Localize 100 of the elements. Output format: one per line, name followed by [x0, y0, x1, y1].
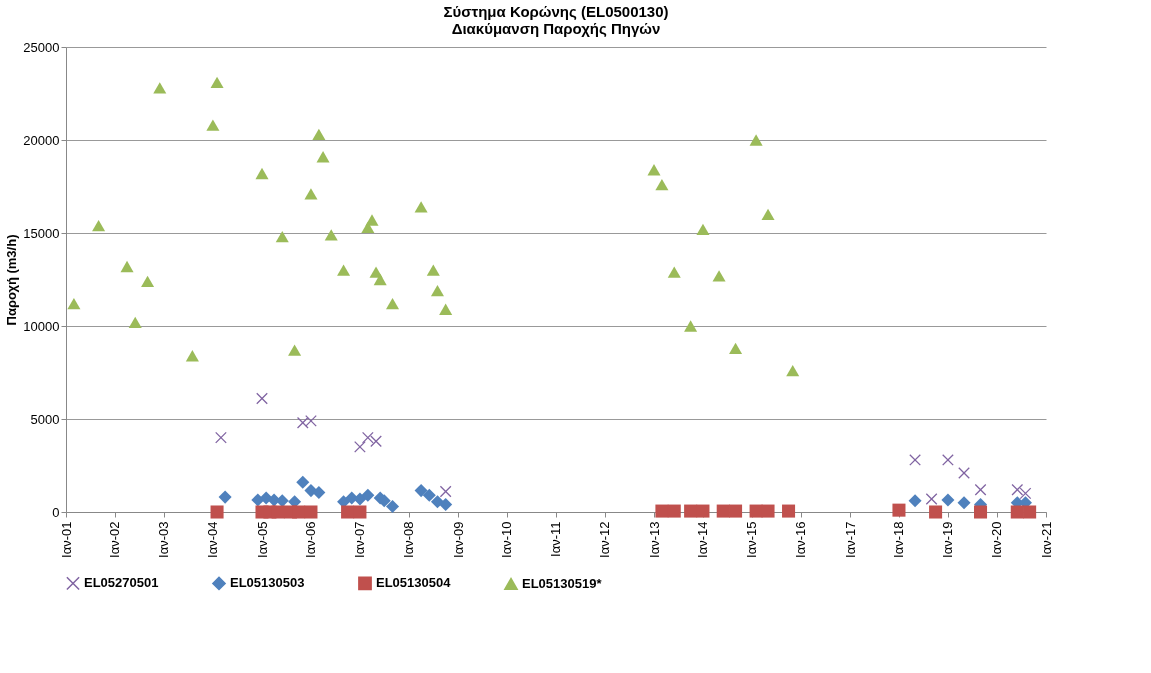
x-tick-label: Ιαν-01	[58, 521, 74, 558]
point	[430, 495, 444, 509]
chart-title: Σύστημα Κορώνης (EL0500130) Διακύμανση Παροχής Πηγών	[443, 3, 669, 37]
point	[386, 499, 400, 513]
point	[288, 344, 302, 356]
point	[909, 454, 921, 466]
point	[210, 76, 224, 88]
point	[1019, 487, 1032, 500]
point	[761, 504, 775, 518]
point	[215, 431, 227, 444]
point	[337, 264, 351, 276]
point	[414, 201, 428, 213]
point	[361, 431, 374, 444]
point	[353, 492, 367, 506]
x-tick-label: Ιαν-06	[303, 521, 319, 558]
y-axis-title: Παροχή (m3/h)	[4, 234, 20, 326]
point	[957, 496, 971, 510]
point	[312, 128, 326, 141]
point	[761, 208, 775, 221]
point	[974, 483, 987, 496]
point	[386, 298, 400, 310]
point	[655, 178, 669, 191]
y-tick-label: 15000	[23, 225, 60, 241]
point	[128, 316, 142, 328]
point	[1023, 505, 1037, 519]
point	[696, 223, 710, 235]
point	[422, 488, 436, 502]
point	[304, 188, 318, 200]
x-tick-label: Ιαν-17	[842, 521, 858, 558]
x-tick-label: Ιαν-21	[1038, 521, 1054, 558]
point	[696, 504, 710, 518]
point	[925, 493, 938, 505]
legend-label: EL05130504	[376, 575, 452, 591]
point	[414, 484, 428, 498]
point	[647, 164, 661, 176]
point	[304, 505, 318, 519]
point	[218, 490, 232, 504]
point	[749, 504, 763, 518]
point	[67, 298, 81, 310]
x-tick-label: Ιαν-18	[891, 521, 907, 558]
point	[1011, 483, 1024, 496]
point	[439, 303, 453, 315]
point	[439, 485, 452, 498]
x-tick-label: Ιαν-10	[499, 521, 515, 558]
x-tick-label: Ιαν-03	[156, 521, 172, 558]
legend-label: EL05130503	[230, 575, 305, 591]
legend-label: EL05130519*	[522, 575, 603, 591]
y-tick-label: 0	[52, 504, 60, 520]
point	[271, 505, 285, 519]
point	[312, 485, 326, 499]
x-tick-label: Ιαν-13	[646, 521, 662, 558]
point	[439, 498, 453, 512]
point	[373, 273, 387, 286]
point	[256, 392, 268, 405]
point	[782, 504, 796, 518]
point	[942, 454, 954, 466]
x-tick-label: Ιαν-09	[450, 521, 466, 558]
x-tick-label: Ιαν-02	[107, 521, 123, 558]
point	[749, 134, 763, 146]
point	[92, 219, 106, 232]
x-tick-label: Ιαν-15	[744, 521, 760, 558]
x-tick-label: Ιαν-12	[597, 521, 613, 558]
point	[341, 505, 355, 519]
y-tick-label: 5000	[30, 411, 60, 427]
point	[958, 467, 970, 479]
point	[141, 275, 155, 288]
point	[786, 364, 800, 377]
point	[153, 82, 167, 94]
x-tick-label: Ιαν-20	[989, 521, 1005, 558]
legend-label: EL05270501	[84, 575, 159, 591]
point	[729, 342, 743, 354]
point	[729, 504, 743, 518]
point	[941, 493, 955, 507]
point	[316, 151, 330, 163]
point	[275, 231, 289, 243]
x-tick-label: Ιαν-07	[352, 521, 368, 558]
point	[324, 229, 338, 241]
point	[353, 505, 367, 519]
point	[667, 504, 681, 518]
point	[370, 435, 382, 448]
x-tick-label: Ιαν-11	[548, 521, 564, 557]
point	[712, 270, 726, 282]
y-tick-label: 10000	[23, 318, 60, 334]
point	[684, 504, 698, 518]
point	[892, 503, 906, 517]
point	[430, 285, 444, 297]
y-tick-label: 20000	[23, 132, 60, 148]
point	[667, 266, 681, 278]
point	[354, 441, 366, 453]
point	[120, 260, 134, 273]
x-tick-label: Ιαν-19	[940, 521, 956, 558]
point	[296, 475, 310, 489]
x-tick-label: Ιαν-08	[401, 521, 417, 558]
x-tick-label: Ιαν-16	[793, 521, 809, 558]
point	[365, 214, 379, 226]
point	[908, 494, 922, 508]
point	[426, 264, 440, 276]
point	[292, 505, 306, 519]
point	[929, 505, 943, 519]
point	[275, 494, 289, 508]
